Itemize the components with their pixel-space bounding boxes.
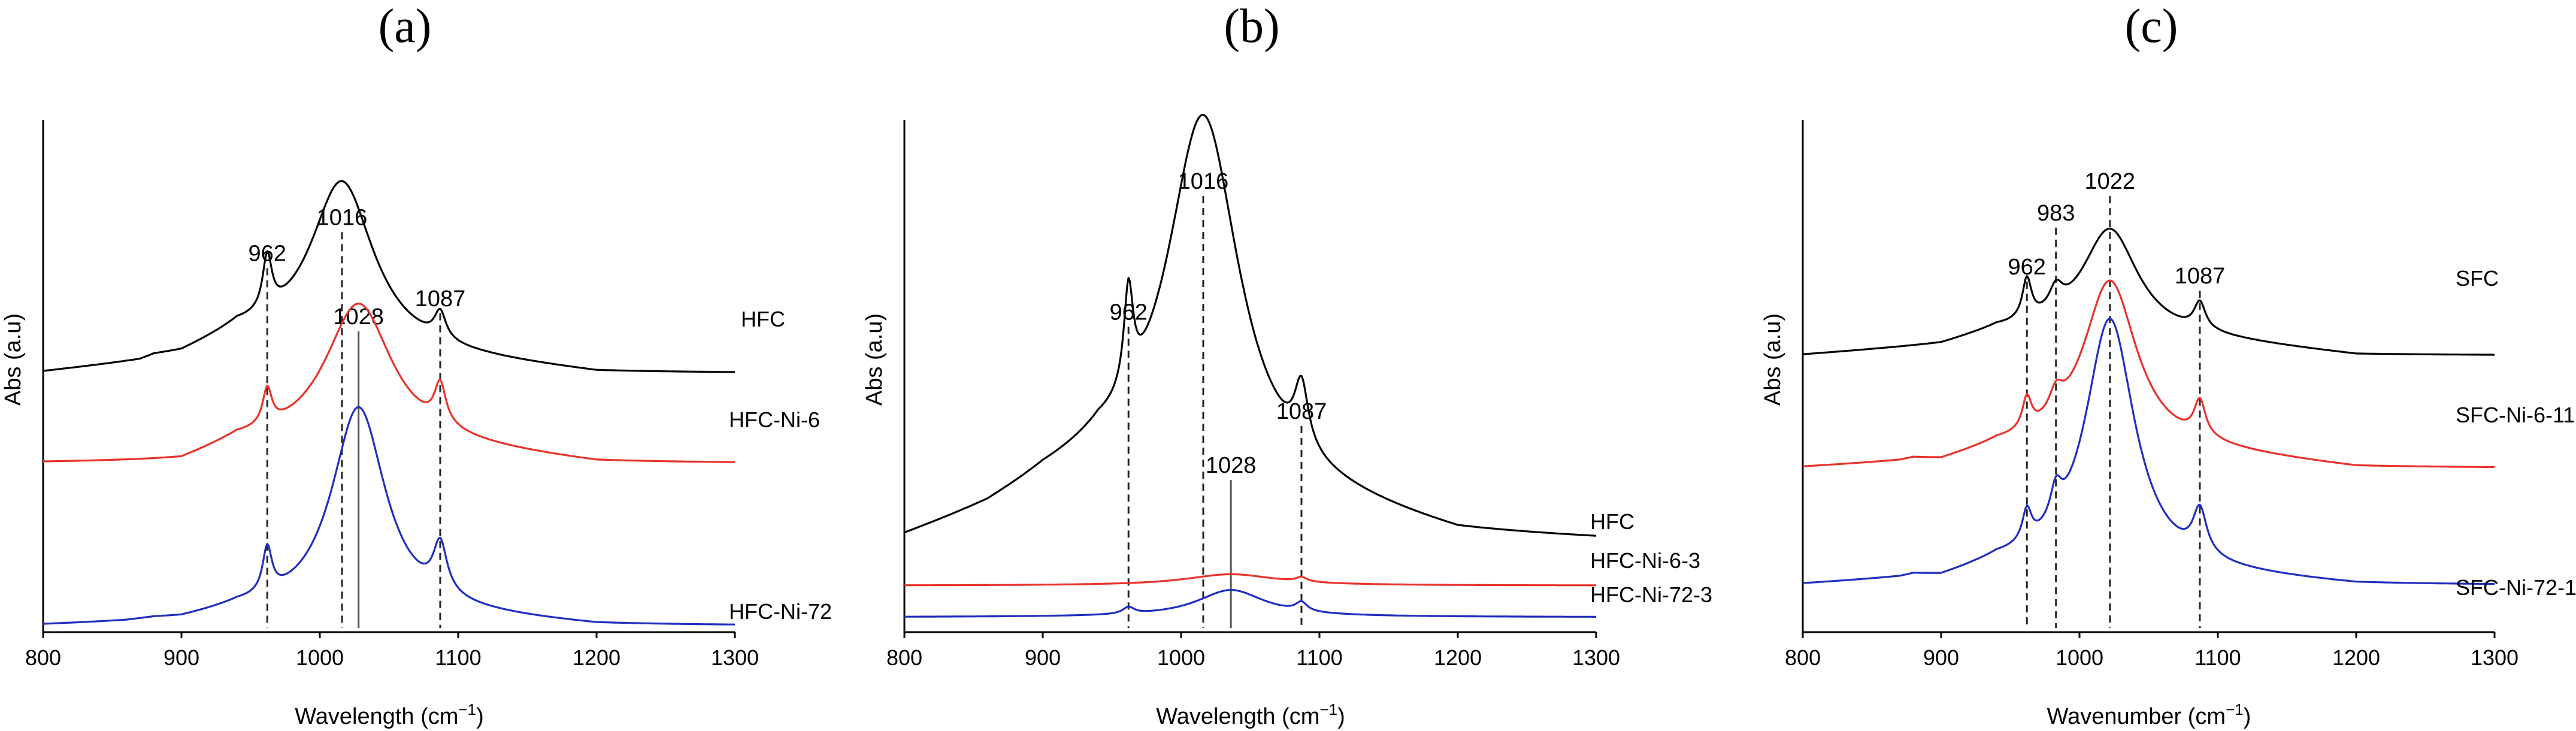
peak-label: 1028: [1206, 453, 1257, 478]
spectrum-line: [904, 114, 1597, 537]
x-tick-label: 1000: [2056, 645, 2103, 670]
spectrum-line: [904, 573, 1596, 587]
x-tick-label: 1100: [1296, 645, 1342, 670]
x-tick-label: 900: [164, 645, 199, 670]
panel-title: (b): [1224, 0, 1279, 53]
spectrum-line: [43, 180, 735, 373]
x-tick-label: 1100: [435, 645, 481, 670]
series-label: HFC-Ni-72-3: [1590, 582, 1712, 607]
spectrum-line: [1802, 279, 2495, 469]
peak-markers: 962 1016 1028 1087: [1110, 169, 1327, 628]
panel-title: (c): [2125, 0, 2178, 53]
peak-label: 1087: [2175, 264, 2226, 289]
x-axis-label-superscript: −1: [1319, 700, 1337, 718]
x-tick-label: 1300: [711, 645, 759, 670]
series-label: SFC-Ni-6-11: [2456, 403, 2575, 427]
spectrum-line: [1802, 318, 2495, 585]
x-axis-label-close: ): [476, 704, 484, 729]
x-tick-label: 800: [886, 645, 922, 670]
spectrum-line: [904, 589, 1596, 618]
spectra: HFC HFC-Ni-6 HFC-Ni-72: [43, 180, 832, 626]
x-axis-label: Wavenumber (cm−1): [2047, 700, 2251, 729]
spectra: SFC SFC-Ni-6-11 SFC-Ni-72-11: [1802, 228, 2576, 600]
chart-panel-b: (b) Abs (a.u) Wavelength (cm−1) 800 900 10…: [862, 0, 1712, 729]
x-axis-label-text: Wavelength (cm: [1156, 704, 1319, 729]
x-tick-label: 800: [25, 645, 61, 670]
chart-panel-a: (a) Abs (a.u) Wavelength (cm−1) 800 900 10…: [1, 0, 832, 729]
series-label: SFC-Ni-72-11: [2456, 575, 2576, 600]
x-ticks: 800 900 1000 1100 1200 1300: [1785, 632, 2519, 670]
x-axis-label-text: Wavelength (cm: [295, 704, 458, 729]
x-tick-label: 1200: [2332, 645, 2380, 670]
peak-label: 983: [2037, 201, 2075, 226]
peak-label: 1087: [415, 286, 466, 312]
x-axis-label-close: ): [2244, 704, 2251, 729]
x-tick-label: 800: [1785, 645, 1821, 670]
x-tick-label: 1100: [2194, 645, 2241, 670]
series-label: HFC: [741, 307, 785, 331]
series-label: HFC: [1590, 509, 1634, 534]
series-label: SFC: [2456, 266, 2499, 291]
x-ticks: 800 900 1000 1100 1200 1300: [25, 632, 759, 670]
series-label: HFC-Ni-72: [729, 599, 832, 624]
spectrum-line: [43, 303, 735, 463]
x-axis-label-superscript: −1: [458, 700, 476, 718]
y-axis-label: Abs (a.u): [862, 313, 887, 406]
x-tick-label: 1200: [1434, 645, 1482, 670]
series-label: HFC-Ni-6: [729, 407, 820, 432]
x-tick-label: 1300: [1572, 645, 1620, 670]
x-axis-label-superscript: −1: [2226, 700, 2244, 718]
x-tick-label: 900: [1025, 645, 1061, 670]
y-axis-label: Abs (a.u): [1, 313, 26, 406]
y-axis-label: Abs (a.u): [1760, 313, 1785, 406]
peak-label: 962: [1110, 300, 1148, 325]
x-axis-label: Wavelength (cm−1): [295, 700, 483, 729]
chart-panel-c: (c) Abs (a.u) Wavenumber (cm−1) 800 900 10…: [1760, 0, 2576, 729]
peak-label: 1016: [1178, 169, 1229, 194]
series-label: HFC-Ni-6-3: [1590, 548, 1700, 573]
x-tick-label: 1000: [296, 645, 344, 670]
x-tick-label: 900: [1923, 645, 1959, 670]
x-tick-label: 1300: [2471, 645, 2519, 670]
x-axis-label-text: Wavenumber (cm: [2047, 704, 2226, 729]
panel-title: (a): [379, 0, 432, 53]
spectrum-line: [43, 406, 735, 626]
peak-label: 1022: [2085, 169, 2136, 194]
x-axis-label-close: ): [1337, 704, 1345, 729]
spectrum-line: [1802, 228, 2495, 356]
x-tick-label: 1000: [1157, 645, 1205, 670]
x-axis-label: Wavelength (cm−1): [1156, 700, 1345, 729]
x-ticks: 800 900 1000 1100 1200 1300: [886, 632, 1620, 670]
x-tick-label: 1200: [573, 645, 620, 670]
spectra: HFC HFC-Ni-6-3 HFC-Ni-72-3: [904, 114, 1712, 618]
peak-label: 1087: [1276, 399, 1327, 424]
